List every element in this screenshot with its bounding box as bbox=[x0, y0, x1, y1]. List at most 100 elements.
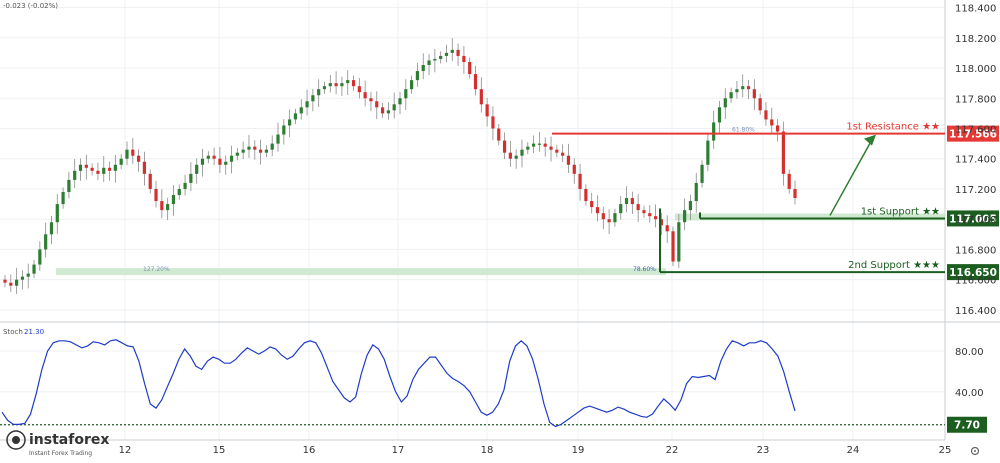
candle-body bbox=[404, 89, 408, 99]
x-tick-label: 25 bbox=[939, 445, 952, 456]
candle-body bbox=[369, 98, 373, 102]
x-tick-label: 22 bbox=[666, 445, 679, 456]
candle-body bbox=[717, 107, 722, 123]
y-tick-label: 118.000 bbox=[955, 64, 996, 75]
y-tick-label: 116.400 bbox=[955, 306, 996, 317]
candle-body bbox=[282, 125, 286, 135]
candle-body bbox=[636, 204, 640, 211]
candle-body bbox=[15, 279, 19, 286]
candle-body bbox=[375, 101, 379, 108]
candle-body bbox=[520, 149, 524, 156]
first-support-price-box bbox=[947, 210, 999, 227]
candle-body bbox=[78, 164, 83, 171]
candle-body bbox=[700, 164, 704, 183]
candle-body bbox=[212, 155, 216, 159]
price-change-text: -0.023 (-0.02%) bbox=[3, 2, 58, 10]
candle-body bbox=[363, 92, 367, 99]
candle-body bbox=[456, 49, 460, 56]
candle-body bbox=[462, 55, 466, 62]
candle-body bbox=[32, 264, 36, 274]
candle-body bbox=[415, 71, 420, 81]
y-tick-label: 118.200 bbox=[955, 34, 996, 45]
y-tick-label: 117.200 bbox=[955, 185, 996, 196]
candle-body bbox=[671, 231, 675, 262]
candle-body bbox=[328, 83, 332, 87]
candle-body bbox=[102, 167, 106, 174]
x-tick-label: 12 bbox=[119, 445, 132, 456]
stochastic-panel: 80.00 40.00 7.70 bbox=[0, 339, 987, 433]
candle-body bbox=[619, 204, 623, 214]
candle-body bbox=[171, 195, 176, 205]
candle-body bbox=[154, 188, 158, 202]
candle-body bbox=[241, 149, 245, 153]
candle-body bbox=[741, 86, 745, 90]
second-support-label: 2nd Support ★★★ bbox=[848, 260, 940, 271]
candle-body bbox=[20, 276, 25, 280]
x-tick-label: 23 bbox=[757, 445, 770, 456]
candle-body bbox=[502, 140, 507, 153]
candle-body bbox=[264, 149, 268, 153]
y-tick-label: 117.800 bbox=[955, 94, 996, 105]
candle-body bbox=[653, 216, 658, 220]
watermark-tagline: Instant Forex Trading bbox=[29, 450, 92, 457]
candle-body bbox=[311, 95, 315, 102]
stoch-indicator-value: 21.30 bbox=[24, 328, 44, 336]
candle-body bbox=[346, 80, 350, 84]
candle-body bbox=[526, 146, 530, 150]
candle-body bbox=[410, 80, 414, 90]
candle-body bbox=[183, 182, 187, 189]
candle-body bbox=[485, 104, 489, 117]
y-tick-label: 117.400 bbox=[955, 155, 996, 166]
candle-body bbox=[764, 110, 768, 120]
candle-body bbox=[752, 89, 756, 99]
candle-body bbox=[729, 92, 733, 99]
candle-body bbox=[189, 173, 193, 183]
x-tick-label: 17 bbox=[392, 445, 405, 456]
candle-body bbox=[584, 188, 588, 202]
price-axis: 12 15 16 17 18 19 22 23 24 25 118.400 118.200 118.00… bbox=[119, 4, 997, 456]
candle-body bbox=[73, 170, 77, 180]
candle-body bbox=[351, 80, 356, 87]
candle-body bbox=[497, 128, 501, 141]
candle-body bbox=[107, 167, 112, 171]
candle-body bbox=[44, 234, 48, 250]
first-resistance-price-label: 117.566 bbox=[949, 129, 997, 141]
x-tick-label: 16 bbox=[303, 445, 316, 456]
candle-body bbox=[253, 146, 257, 150]
second-support-band bbox=[56, 268, 666, 276]
candle-body bbox=[258, 149, 263, 153]
candle-body bbox=[787, 173, 791, 189]
candle-body bbox=[113, 164, 117, 171]
candle-body bbox=[218, 158, 222, 165]
candle-body bbox=[555, 149, 559, 153]
grid bbox=[0, 0, 1000, 441]
candle-body bbox=[514, 155, 518, 159]
settings-gear-icon[interactable] bbox=[970, 446, 980, 456]
candle-body bbox=[578, 173, 582, 189]
candle-body bbox=[142, 161, 147, 174]
candle-body bbox=[340, 83, 344, 87]
y-tick-label: 116.800 bbox=[955, 245, 996, 256]
candle-body bbox=[688, 201, 693, 211]
price-levels: 1st Resistance ★★ 117.566 1st Support ★★ 11… bbox=[552, 122, 999, 281]
candle-body bbox=[55, 204, 59, 223]
candle-body bbox=[392, 104, 396, 111]
candle-body bbox=[386, 110, 390, 114]
candle-body bbox=[735, 89, 739, 93]
candle-body bbox=[160, 201, 164, 211]
stoch-level-box bbox=[947, 416, 987, 433]
stoch-level-label: 7.70 bbox=[954, 420, 980, 432]
candle-body bbox=[166, 204, 170, 211]
candle-body bbox=[90, 167, 94, 171]
candle-body bbox=[421, 65, 425, 72]
support-bands: 127.20% 78.60% bbox=[56, 213, 945, 276]
candle-body bbox=[479, 89, 483, 105]
first-resistance-label: 1st Resistance ★★ bbox=[846, 122, 940, 133]
candle-body bbox=[224, 161, 228, 165]
y-tick-label: 116.600 bbox=[955, 276, 996, 287]
x-tick-label: 24 bbox=[847, 445, 860, 456]
stoch-tick-label: 80.00 bbox=[955, 347, 984, 358]
logo-core-icon bbox=[12, 436, 20, 444]
